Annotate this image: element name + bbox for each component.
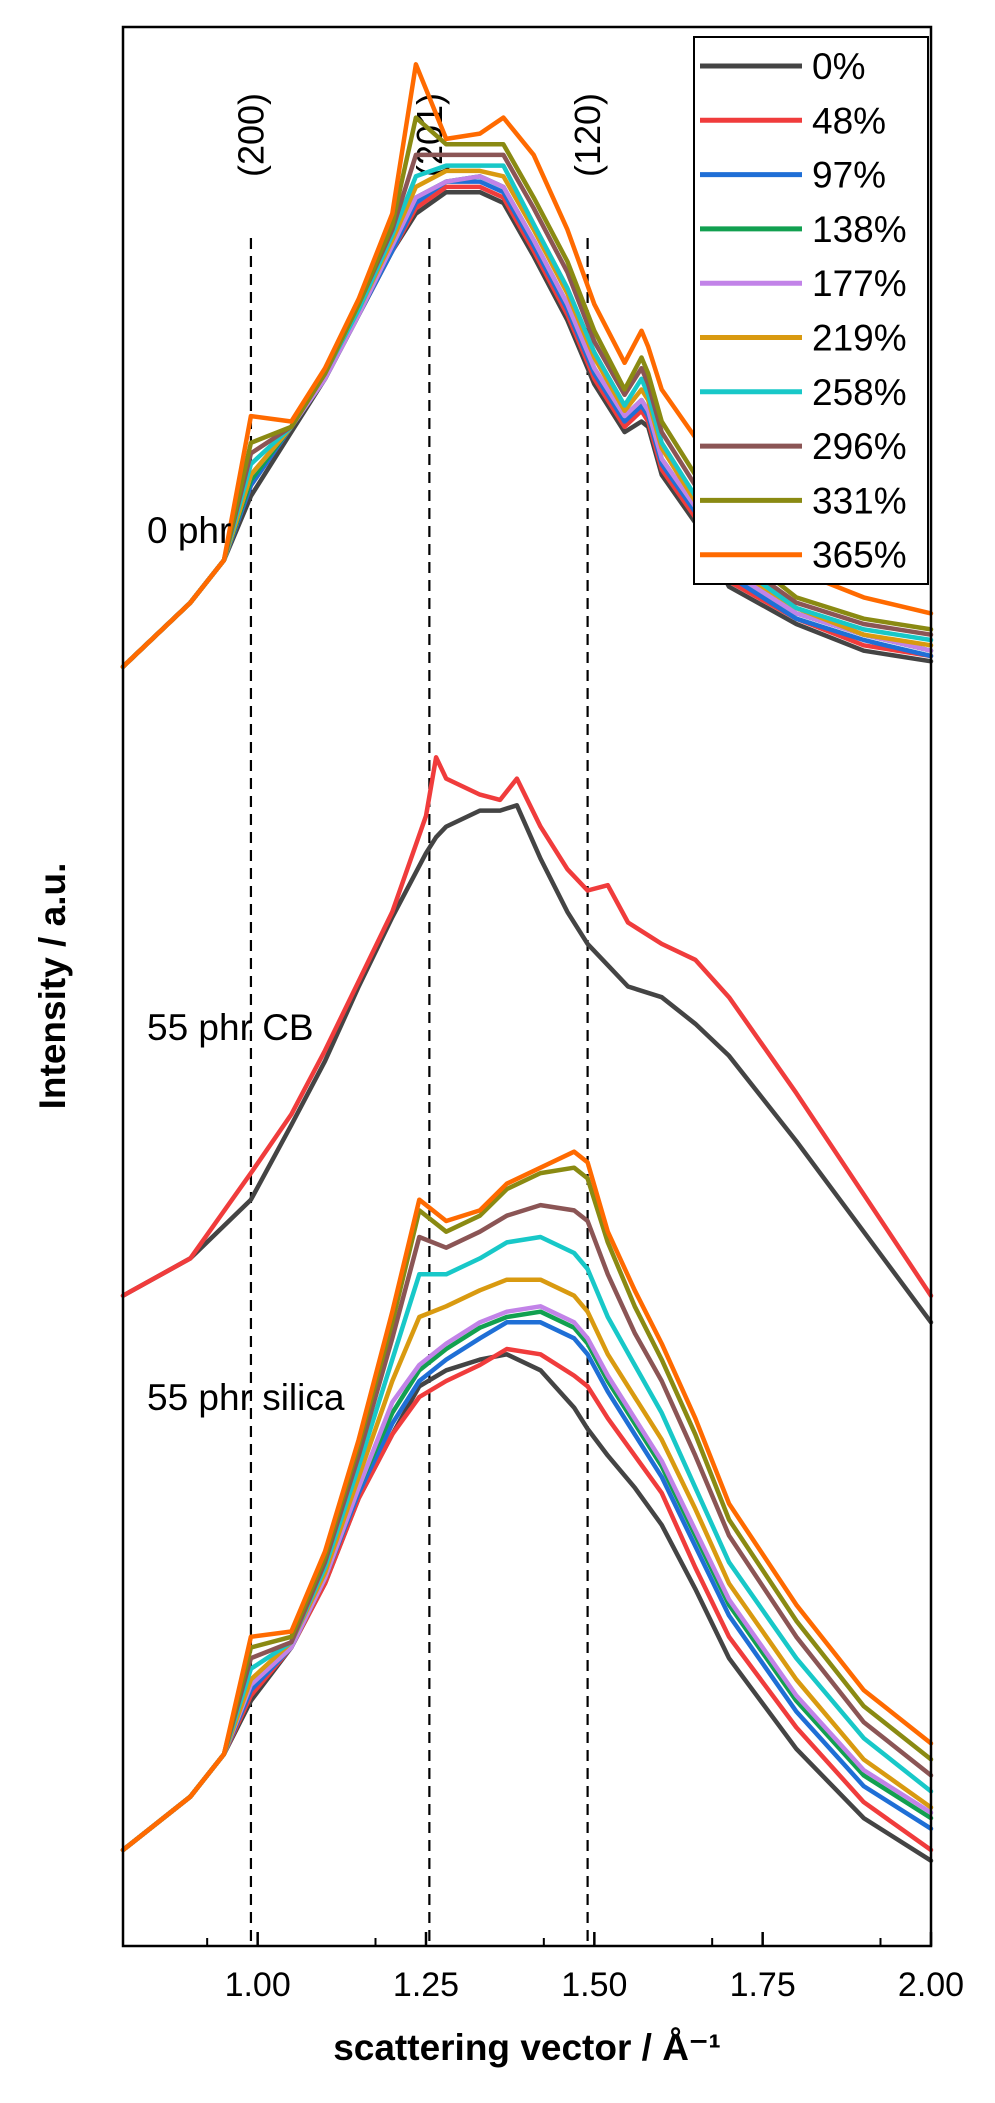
series-line-0% — [120, 803, 934, 1325]
x-tick-label: 1.75 — [730, 1966, 796, 2004]
series-line-219% — [120, 1277, 934, 1853]
plot-frame — [121, 25, 933, 1948]
legend-label-138%: 138% — [812, 209, 907, 250]
series-line-296% — [120, 1202, 934, 1853]
legend: 0% 48% 97% 138% 177% 219% 258% 296% 331% 365% — [693, 36, 929, 585]
series-line-48% — [120, 755, 934, 1298]
panel-label-0: 0 phr — [147, 510, 231, 551]
legend-label-365%: 365% — [812, 535, 907, 576]
panel-labels: 0 phr 55 phr CB 55 phr silica — [147, 510, 345, 1418]
peak-label-0: (200) — [230, 93, 271, 177]
x-tick-label: 1.00 — [225, 1966, 291, 2004]
x-tick-label: 1.50 — [561, 1966, 627, 2004]
reference-lines: (200) (201) (120) — [230, 93, 608, 1946]
x-tick-label: 1.25 — [393, 1966, 459, 2004]
y-axis-title: Intensity / a.u. — [32, 863, 73, 1110]
legend-label-97%: 97% — [812, 155, 886, 196]
legend-label-296%: 296% — [812, 426, 907, 467]
panel-label-1: 55 phr CB — [147, 1007, 314, 1048]
x-axis-ticks: 1.00 1.25 1.50 1.75 2.00 — [206, 1932, 964, 2004]
legend-label-219%: 219% — [812, 318, 907, 359]
x-tick-label: 2.00 — [898, 1966, 964, 2004]
legend-label-0%: 0% — [812, 46, 865, 87]
series-line-365% — [120, 1149, 934, 1853]
legend-label-258%: 258% — [812, 372, 907, 413]
series-line-177% — [120, 1304, 934, 1853]
panel-label-2: 55 phr silica — [147, 1377, 345, 1418]
legend-label-177%: 177% — [812, 263, 907, 304]
x-axis-title: scattering vector / Å⁻¹ — [333, 2027, 721, 2068]
legend-label-48%: 48% — [812, 100, 886, 141]
legend-box — [693, 36, 929, 585]
panel-1-series — [120, 755, 934, 1325]
series-line-331% — [120, 1165, 934, 1853]
panel-2-series — [120, 1149, 934, 1863]
series-line-258% — [120, 1234, 934, 1853]
legend-label-331%: 331% — [812, 480, 907, 521]
peak-label-2: (120) — [567, 93, 608, 177]
